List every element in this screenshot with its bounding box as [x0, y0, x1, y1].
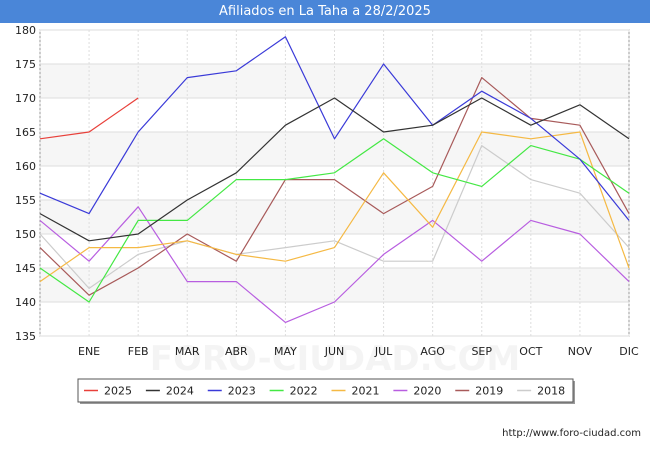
x-tick-label: MAY — [274, 345, 297, 358]
x-tick-label: DIC — [619, 345, 639, 358]
legend-box — [77, 378, 574, 403]
x-tick-label: ENE — [78, 345, 100, 358]
legend-label-2021: 2021 — [352, 385, 380, 398]
y-tick-label: 140 — [15, 296, 36, 309]
x-axis-ticks: ENE FEB MAR ABR MAY JUN JUL AGO SEP OCT NOV DIC — [78, 345, 639, 358]
y-axis-ticks: 135 140 145 150 155 160 165 170 175 180 — [15, 24, 36, 343]
chart-title: Afiliados en La Taha a 28/2/2025 — [0, 0, 650, 23]
x-tick-label: SEP — [471, 345, 492, 358]
source-link[interactable]: http://www.foro-ciudad.com — [502, 428, 641, 439]
y-tick-label: 135 — [15, 330, 36, 343]
y-tick-label: 145 — [15, 262, 36, 275]
legend-label-2022: 2022 — [290, 385, 318, 398]
y-tick-label: 175 — [15, 58, 36, 71]
x-tick-label: OCT — [519, 345, 542, 358]
x-tick-label: NOV — [568, 345, 593, 358]
legend-label-2025: 2025 — [104, 385, 132, 398]
series-lines — [39, 36, 630, 323]
legend-label-2023: 2023 — [228, 385, 256, 398]
x-tick-label: JUN — [324, 345, 345, 358]
series-line-2018 — [39, 145, 630, 289]
legend: 2025 2024 2023 2022 2021 2020 2019 2018 — [77, 378, 575, 404]
y-tick-label: 170 — [15, 92, 36, 105]
plot-band — [40, 268, 629, 302]
x-tick-label: JUL — [374, 345, 393, 358]
series-line-2022 — [39, 138, 630, 303]
x-tick-label: ABR — [225, 345, 248, 358]
legend-label-2018: 2018 — [537, 385, 565, 398]
legend-label-2019: 2019 — [475, 385, 503, 398]
series-line-2023 — [39, 36, 630, 221]
x-tick-label: FEB — [128, 345, 149, 358]
x-tick-label: MAR — [175, 345, 200, 358]
y-tick-label: 150 — [15, 228, 36, 241]
watermark: FORO-CIUDAD.COM — [150, 339, 521, 379]
series-line-2025 — [39, 97, 139, 140]
legend-label-2020: 2020 — [413, 385, 441, 398]
legend-label-2024: 2024 — [166, 385, 194, 398]
y-tick-label: 165 — [15, 126, 36, 139]
series-line-2020 — [39, 206, 630, 323]
plot-band — [40, 64, 629, 98]
y-tick-label: 180 — [15, 24, 36, 37]
series-line-2024 — [39, 97, 630, 242]
y-tick-label: 160 — [15, 160, 36, 173]
x-tick-label: AGO — [420, 345, 445, 358]
plot-band — [40, 200, 629, 234]
series-line-2021 — [39, 131, 630, 283]
y-tick-label: 155 — [15, 194, 36, 207]
